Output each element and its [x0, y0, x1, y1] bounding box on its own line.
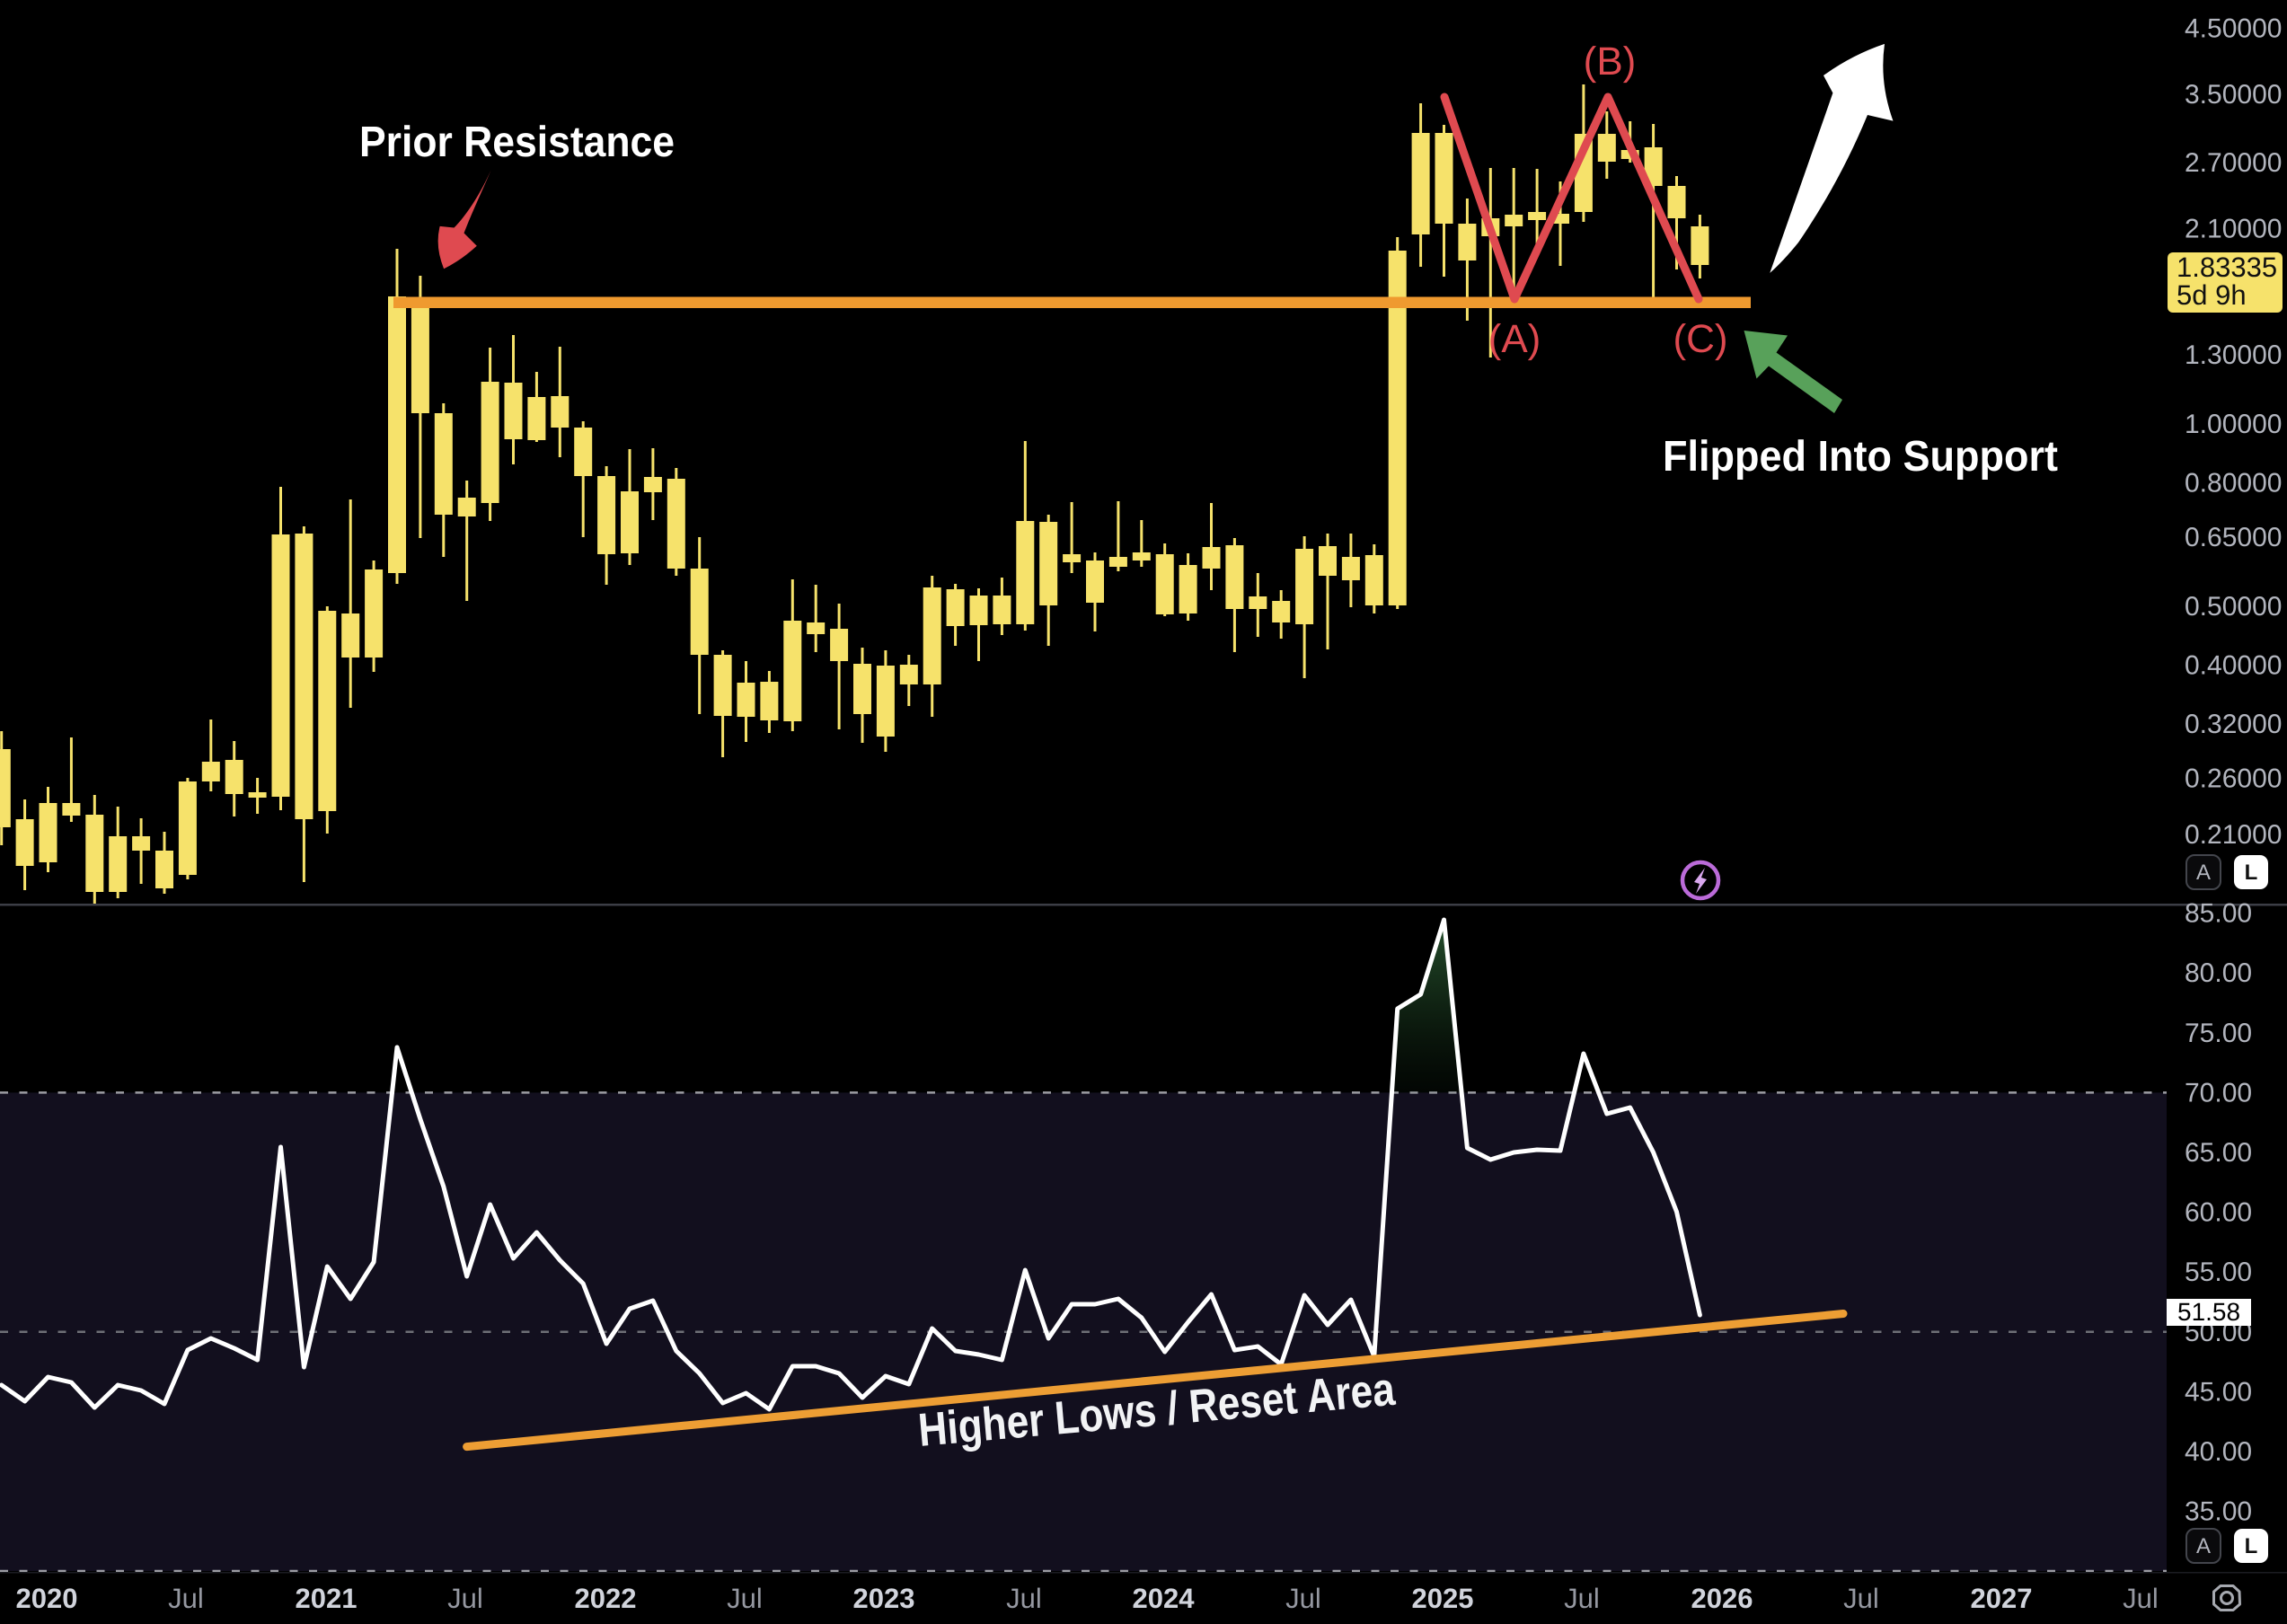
svg-text:2022: 2022 [575, 1583, 637, 1614]
svg-text:40.00: 40.00 [2185, 1437, 2252, 1467]
svg-text:L: L [2245, 861, 2258, 885]
svg-text:70.00: 70.00 [2185, 1078, 2252, 1108]
svg-text:5d 9h: 5d 9h [2177, 279, 2247, 311]
svg-text:0.40000: 0.40000 [2185, 651, 2282, 681]
svg-text:45.00: 45.00 [2185, 1377, 2252, 1407]
svg-text:2024: 2024 [1133, 1583, 1196, 1614]
svg-text:A: A [2196, 861, 2211, 885]
svg-text:35.00: 35.00 [2185, 1497, 2252, 1527]
svg-text:0.32000: 0.32000 [2185, 710, 2282, 739]
svg-text:Jul: Jul [1843, 1583, 1879, 1614]
svg-text:3.50000: 3.50000 [2185, 80, 2282, 110]
svg-text:2025: 2025 [1412, 1583, 1474, 1614]
svg-text:L: L [2245, 1534, 2258, 1558]
svg-text:1.30000: 1.30000 [2185, 340, 2282, 370]
svg-text:Jul: Jul [1006, 1583, 1042, 1614]
svg-text:0.26000: 0.26000 [2185, 764, 2282, 794]
svg-text:85.00: 85.00 [2185, 899, 2252, 929]
svg-text:60.00: 60.00 [2185, 1198, 2252, 1228]
svg-text:4.50000: 4.50000 [2185, 13, 2282, 43]
svg-text:2027: 2027 [1971, 1583, 2033, 1614]
svg-text:(B): (B) [1584, 40, 1637, 84]
svg-text:Jul: Jul [1564, 1583, 1600, 1614]
svg-text:80.00: 80.00 [2185, 958, 2252, 988]
svg-text:75.00: 75.00 [2185, 1019, 2252, 1048]
svg-text:Jul: Jul [727, 1583, 763, 1614]
svg-text:1.00000: 1.00000 [2185, 410, 2282, 439]
svg-text:2.10000: 2.10000 [2185, 215, 2282, 244]
svg-text:1.83335: 1.83335 [2177, 252, 2277, 283]
svg-text:Flipped Into Support: Flipped Into Support [1663, 433, 2058, 481]
svg-text:2023: 2023 [853, 1583, 915, 1614]
svg-text:(A): (A) [1488, 317, 1541, 361]
svg-text:Jul: Jul [168, 1583, 204, 1614]
svg-text:2.70000: 2.70000 [2185, 148, 2282, 178]
svg-text:51.58: 51.58 [2177, 1298, 2240, 1326]
svg-text:Jul: Jul [447, 1583, 483, 1614]
svg-text:(C): (C) [1673, 317, 1727, 361]
svg-text:Prior Resistance: Prior Resistance [359, 119, 675, 166]
svg-text:0.65000: 0.65000 [2185, 523, 2282, 552]
svg-text:A: A [2196, 1534, 2211, 1558]
svg-text:0.50000: 0.50000 [2185, 592, 2282, 622]
svg-text:2020: 2020 [16, 1583, 78, 1614]
svg-text:0.80000: 0.80000 [2185, 468, 2282, 498]
svg-text:Jul: Jul [1285, 1583, 1321, 1614]
svg-text:2026: 2026 [1691, 1583, 1753, 1614]
svg-text:Jul: Jul [2123, 1583, 2159, 1614]
svg-text:65.00: 65.00 [2185, 1138, 2252, 1168]
svg-text:2021: 2021 [296, 1583, 358, 1614]
svg-text:55.00: 55.00 [2185, 1258, 2252, 1287]
svg-text:0.21000: 0.21000 [2185, 820, 2282, 850]
